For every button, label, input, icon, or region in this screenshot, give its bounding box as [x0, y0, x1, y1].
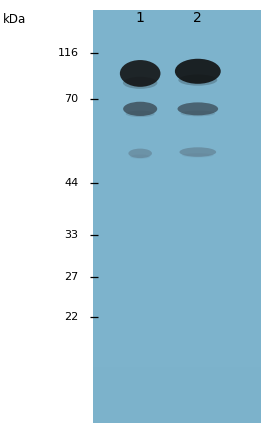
Ellipse shape [179, 147, 216, 157]
Bar [93, 405, 261, 407]
Text: 116: 116 [58, 48, 79, 58]
Text: 22: 22 [64, 311, 79, 322]
Bar [93, 413, 261, 415]
Text: kDa: kDa [3, 13, 26, 26]
Bar [93, 419, 261, 421]
Text: 2: 2 [193, 11, 202, 25]
Bar [93, 388, 261, 390]
Bar [93, 376, 261, 378]
Bar [93, 397, 261, 399]
Text: 44: 44 [64, 178, 79, 188]
Bar [93, 372, 261, 374]
Bar [93, 365, 261, 368]
Ellipse shape [123, 102, 157, 116]
Ellipse shape [126, 111, 155, 117]
Text: 33: 33 [65, 230, 79, 241]
Ellipse shape [120, 60, 160, 87]
Bar [93, 407, 261, 409]
Bar [93, 403, 261, 405]
Bar [93, 386, 261, 388]
Bar [93, 390, 261, 392]
Ellipse shape [175, 59, 221, 84]
Ellipse shape [123, 77, 157, 89]
Bar [93, 368, 261, 369]
Bar [93, 363, 261, 365]
Bar [93, 399, 261, 400]
Ellipse shape [130, 155, 150, 159]
Bar [93, 380, 261, 382]
Bar [93, 400, 261, 403]
Bar [93, 10, 261, 423]
Bar [93, 384, 261, 386]
Ellipse shape [178, 102, 218, 115]
Bar [93, 415, 261, 417]
Bar [93, 411, 261, 413]
Ellipse shape [128, 149, 152, 158]
Bar [93, 392, 261, 394]
Bar [93, 374, 261, 376]
Ellipse shape [181, 111, 215, 116]
Bar [93, 382, 261, 384]
Text: 27: 27 [64, 272, 79, 283]
Bar [93, 369, 261, 372]
Bar [93, 378, 261, 380]
Ellipse shape [182, 153, 213, 158]
Text: 1: 1 [136, 11, 145, 25]
Bar [93, 417, 261, 419]
Text: 70: 70 [64, 94, 79, 105]
Bar [93, 394, 261, 397]
Ellipse shape [178, 74, 217, 86]
Bar [93, 421, 261, 423]
Bar [93, 409, 261, 411]
Bar [93, 361, 261, 363]
